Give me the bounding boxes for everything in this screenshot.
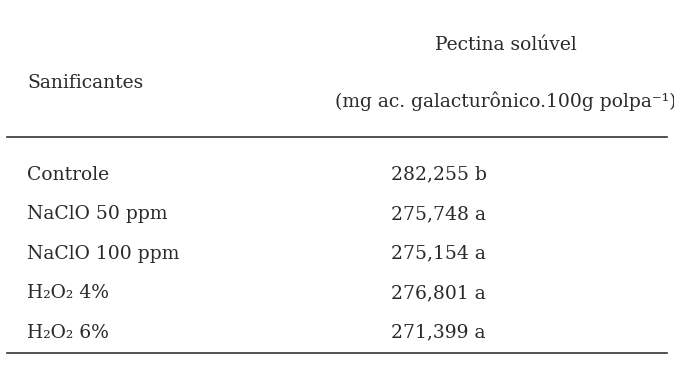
Text: Pectina solúvel: Pectina solúvel <box>435 36 576 54</box>
Text: H₂O₂ 6%: H₂O₂ 6% <box>27 324 109 342</box>
Text: 276,801 a: 276,801 a <box>391 284 486 302</box>
Text: Controle: Controle <box>27 166 109 184</box>
Text: 275,154 a: 275,154 a <box>391 245 486 263</box>
Text: Sanificantes: Sanificantes <box>27 74 143 92</box>
Text: NaClO 50 ppm: NaClO 50 ppm <box>27 205 167 223</box>
Text: 271,399 a: 271,399 a <box>391 324 485 342</box>
Text: 275,748 a: 275,748 a <box>391 205 486 223</box>
Text: (mg ac. galacturônico.100g polpa⁻¹): (mg ac. galacturônico.100g polpa⁻¹) <box>335 92 674 111</box>
Text: H₂O₂ 4%: H₂O₂ 4% <box>27 284 109 302</box>
Text: NaClO 100 ppm: NaClO 100 ppm <box>27 245 179 263</box>
Text: 282,255 b: 282,255 b <box>391 166 487 184</box>
